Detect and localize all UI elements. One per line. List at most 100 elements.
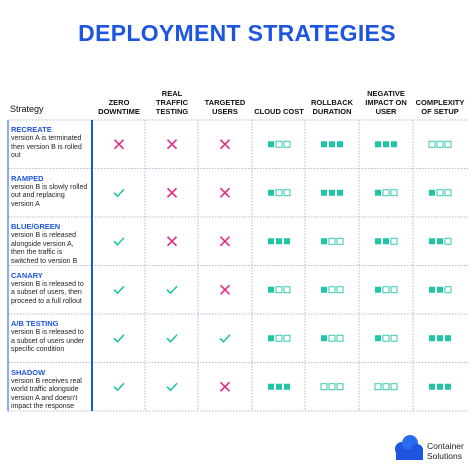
check-mark xyxy=(113,188,125,198)
rating-square xyxy=(283,189,291,197)
cross-mark xyxy=(219,381,231,392)
strategy-description: version B is released to a subset of use… xyxy=(11,280,84,305)
rating-square xyxy=(382,189,390,197)
strategy-description: version B is released alongside version … xyxy=(11,232,78,265)
logo-text: Solutions xyxy=(427,451,462,461)
strategy-name: SHADOW xyxy=(11,367,46,377)
check-mark xyxy=(166,285,178,295)
rating-square xyxy=(382,383,390,391)
strategy-name: A/B TESTING xyxy=(11,319,59,328)
rating-square xyxy=(268,189,274,196)
rating xyxy=(268,140,291,148)
column-header: REAL TRAFFIC TESTING xyxy=(155,89,189,116)
strategy-name: CANARY xyxy=(11,270,43,280)
check-mark xyxy=(113,237,125,246)
rating-square xyxy=(429,335,435,342)
cross-mark xyxy=(113,139,125,150)
rating xyxy=(268,286,291,294)
rating-square xyxy=(321,335,327,342)
rating xyxy=(268,238,290,245)
rating-square xyxy=(429,383,435,390)
rating-square xyxy=(328,383,336,391)
rating-square xyxy=(321,141,327,148)
strategy-name: RAMPED xyxy=(11,173,44,183)
check-mark xyxy=(166,382,178,392)
check-stroke xyxy=(113,237,125,246)
rating-square xyxy=(283,334,291,342)
rating-square xyxy=(390,334,398,342)
rating-square xyxy=(437,383,443,390)
strategy-description: version B receives real world traffic al… xyxy=(11,377,82,411)
rating-square xyxy=(337,189,343,196)
column-header: TARGETED USERS xyxy=(204,98,246,116)
rating-square xyxy=(375,141,381,148)
rating xyxy=(375,141,397,148)
check-mark xyxy=(219,334,231,343)
rating-square xyxy=(390,189,398,197)
rating xyxy=(428,140,452,148)
cross-mark xyxy=(166,139,178,150)
rating xyxy=(321,334,344,342)
cross-stroke xyxy=(219,284,231,295)
title: DEPLOYMENT STRATEGIES xyxy=(78,20,396,46)
check-stroke xyxy=(113,188,125,198)
cross-mark xyxy=(166,187,178,198)
rating-square xyxy=(382,286,390,294)
rating xyxy=(375,189,398,197)
rating-square xyxy=(429,286,435,293)
rating xyxy=(268,383,290,390)
rating-square xyxy=(268,286,274,293)
rating-square xyxy=(436,140,444,148)
check-mark xyxy=(166,334,178,343)
rating-square xyxy=(283,140,291,148)
strategy-description: version B is slowly rolled out and repla… xyxy=(11,183,88,208)
rating-square xyxy=(284,383,290,390)
rating-square xyxy=(437,335,443,342)
rating-square xyxy=(284,238,290,245)
cross-stroke xyxy=(219,187,231,198)
rating-square xyxy=(429,189,435,196)
rating-square xyxy=(428,140,436,148)
rating xyxy=(429,286,452,294)
logo-icon xyxy=(395,435,423,460)
rating-square xyxy=(383,238,389,245)
rating xyxy=(374,383,398,391)
rating-square xyxy=(321,286,327,293)
rating-square xyxy=(429,238,435,245)
rating-square xyxy=(375,286,381,293)
rating-square xyxy=(329,141,335,148)
rating-square xyxy=(437,286,443,293)
column-header: COMPLEXITY OF SETUP xyxy=(415,98,465,116)
rating-square xyxy=(268,335,274,342)
cross-stroke xyxy=(219,381,231,392)
rating xyxy=(268,189,291,197)
rating xyxy=(268,334,291,342)
rating-square xyxy=(268,383,274,390)
cross-mark xyxy=(166,236,178,247)
rating-square xyxy=(320,383,328,391)
logo-text: Container xyxy=(427,441,464,451)
cross-mark xyxy=(219,187,231,198)
rating-square xyxy=(329,189,335,196)
cross-stroke xyxy=(166,139,178,150)
check-stroke xyxy=(113,334,125,343)
check-mark xyxy=(113,382,125,392)
rating-square xyxy=(445,335,451,342)
rating-square xyxy=(436,189,444,197)
rating-square xyxy=(444,237,452,245)
rating-square xyxy=(437,238,443,245)
rating-square xyxy=(268,141,274,148)
cross-stroke xyxy=(113,139,125,150)
check-mark xyxy=(113,334,125,343)
strategy-name: RECREATE xyxy=(11,125,52,134)
rating xyxy=(321,286,344,294)
rating xyxy=(321,141,343,148)
rating-square xyxy=(336,383,344,391)
rating xyxy=(429,335,451,342)
check-stroke xyxy=(166,334,178,343)
column-header: NEGATIVE IMPACT ON USER xyxy=(365,89,407,116)
rating-square xyxy=(390,383,398,391)
check-mark xyxy=(113,285,125,295)
